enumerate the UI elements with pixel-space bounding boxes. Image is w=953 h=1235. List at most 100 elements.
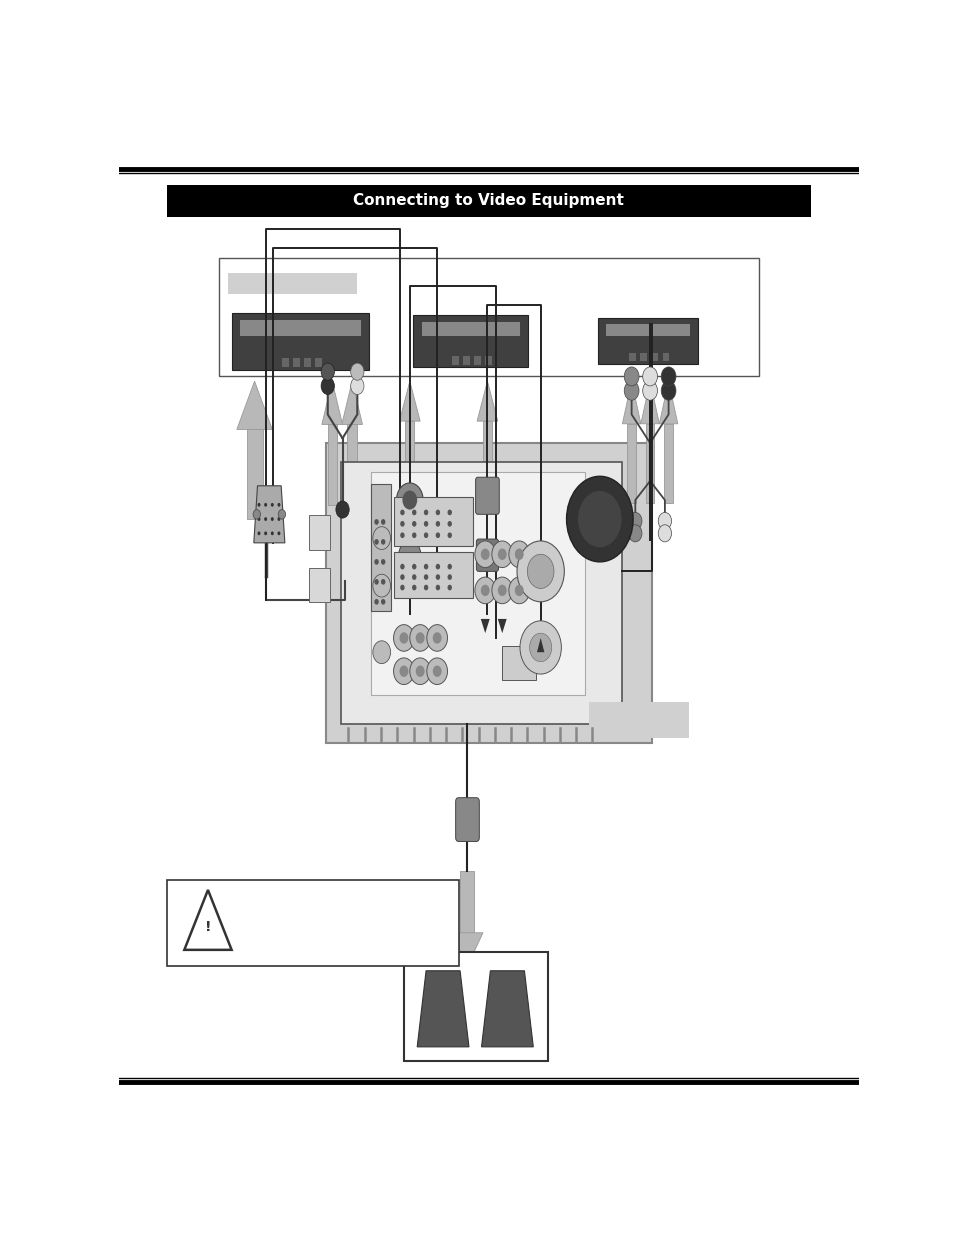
Circle shape [436,584,439,590]
Circle shape [566,477,633,562]
Circle shape [335,501,349,519]
Circle shape [277,503,280,506]
Circle shape [374,519,378,525]
Polygon shape [497,619,506,634]
FancyBboxPatch shape [651,353,658,361]
Circle shape [426,658,447,684]
Polygon shape [659,382,678,424]
FancyBboxPatch shape [452,356,458,364]
Polygon shape [537,638,544,652]
Circle shape [497,548,506,559]
FancyBboxPatch shape [239,320,361,336]
Circle shape [642,382,657,400]
Circle shape [412,563,416,569]
FancyBboxPatch shape [456,798,478,841]
Circle shape [412,521,416,526]
Circle shape [380,538,385,545]
Circle shape [264,503,267,506]
Polygon shape [476,382,497,421]
Circle shape [412,532,416,538]
Circle shape [271,517,274,521]
FancyBboxPatch shape [232,312,369,369]
Polygon shape [253,485,285,543]
Polygon shape [236,382,272,430]
Circle shape [373,641,390,663]
FancyBboxPatch shape [167,185,810,216]
Circle shape [394,658,414,684]
FancyBboxPatch shape [501,646,536,679]
Circle shape [396,483,423,517]
Circle shape [373,574,390,597]
Bar [327,425,336,505]
Bar [645,424,654,503]
Bar [347,425,356,505]
Circle shape [374,538,378,545]
Bar [246,430,262,519]
Circle shape [508,577,529,604]
Circle shape [475,541,495,568]
FancyBboxPatch shape [462,356,469,364]
Circle shape [278,510,285,519]
Circle shape [436,563,439,569]
Circle shape [399,666,408,677]
FancyBboxPatch shape [662,353,669,361]
Circle shape [264,531,267,535]
Circle shape [412,510,416,515]
Text: Connecting to Video Equipment: Connecting to Video Equipment [354,194,623,209]
Polygon shape [399,382,419,421]
Circle shape [436,532,439,538]
Circle shape [480,584,489,597]
Circle shape [321,363,335,380]
Circle shape [398,541,420,569]
Circle shape [492,577,512,604]
FancyBboxPatch shape [629,353,636,361]
Circle shape [447,510,452,515]
Circle shape [400,563,404,569]
Circle shape [436,510,439,515]
Circle shape [399,632,408,643]
Circle shape [436,574,439,580]
Circle shape [423,574,428,580]
Circle shape [423,563,428,569]
Circle shape [257,503,260,506]
Circle shape [380,579,385,584]
Circle shape [412,584,416,590]
Circle shape [519,621,560,674]
Circle shape [660,367,676,385]
FancyBboxPatch shape [314,358,321,367]
Circle shape [373,526,390,550]
FancyBboxPatch shape [394,552,472,598]
Circle shape [400,584,404,590]
Circle shape [400,574,404,580]
Circle shape [277,517,280,521]
Circle shape [402,490,416,510]
Circle shape [253,510,260,519]
Circle shape [447,532,452,538]
Circle shape [529,634,551,662]
FancyBboxPatch shape [304,358,311,367]
Circle shape [577,490,621,547]
Circle shape [277,531,280,535]
Polygon shape [341,382,362,425]
Circle shape [400,510,404,515]
Circle shape [380,559,385,564]
Circle shape [515,548,523,559]
FancyBboxPatch shape [370,472,584,695]
Text: !: ! [205,920,211,934]
FancyBboxPatch shape [588,701,688,737]
Circle shape [475,577,495,604]
Circle shape [492,541,512,568]
Circle shape [642,367,657,385]
FancyBboxPatch shape [476,477,498,514]
Circle shape [257,517,260,521]
FancyBboxPatch shape [394,498,472,546]
Circle shape [351,378,364,394]
Circle shape [658,525,671,542]
Circle shape [433,632,441,643]
Circle shape [658,513,671,530]
Polygon shape [480,619,489,634]
FancyBboxPatch shape [228,273,357,294]
FancyBboxPatch shape [420,321,519,336]
Bar [460,871,474,932]
Circle shape [623,367,639,385]
